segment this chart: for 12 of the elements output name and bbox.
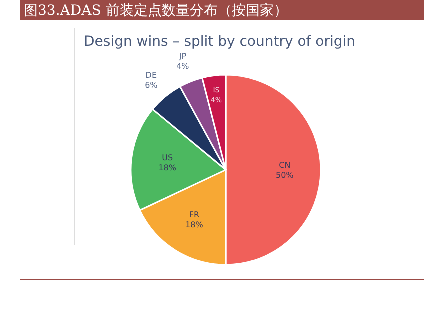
chart-subtitle: Design wins – split by country of origin — [84, 34, 356, 50]
data-label: 4% — [176, 62, 190, 72]
slice-label: DE — [146, 70, 158, 80]
data-label: 6% — [145, 80, 158, 90]
data-label: 18% — [186, 220, 204, 230]
slice-label: FR — [189, 210, 200, 220]
slice-label: US — [162, 154, 174, 163]
slice-label: CN — [279, 161, 291, 170]
chart-title: 图33.ADAS 前装定点数量分布（按国家） — [24, 3, 288, 19]
data-label: 18% — [158, 164, 177, 173]
data-label: 50% — [276, 171, 294, 180]
slice-label: JP — [178, 52, 187, 62]
